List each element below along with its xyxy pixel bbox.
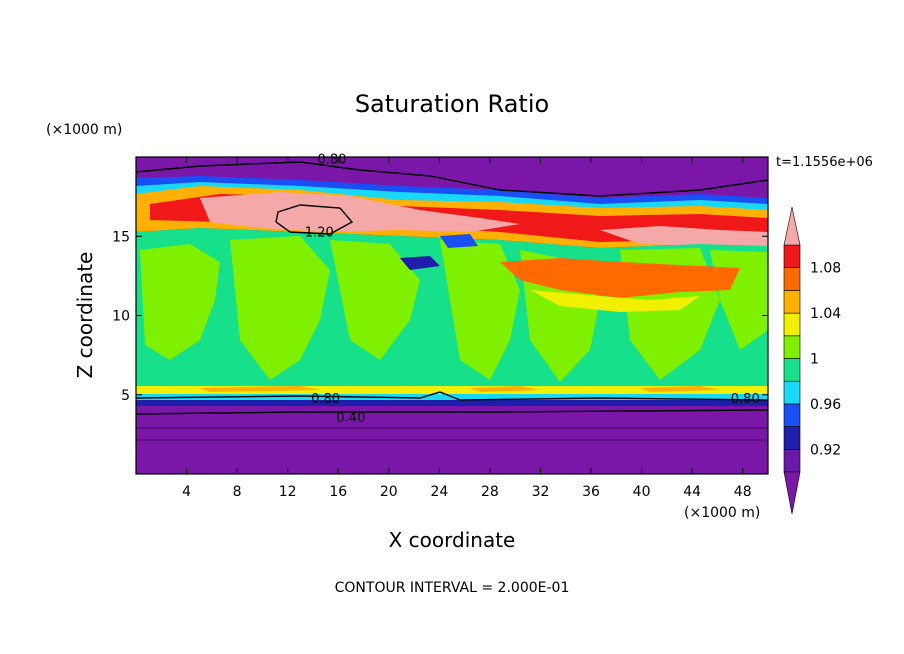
contour-interval-footer: CONTOUR INTERVAL = 2.000E-01	[335, 580, 570, 596]
contour-label: 0.40	[336, 411, 365, 426]
colorbar-segment	[783, 267, 801, 291]
colorbar-label: 1.04	[810, 306, 841, 322]
contour-line-lower-080	[136, 391, 768, 401]
colorbar-label: 1	[810, 352, 819, 368]
saturation-field	[136, 157, 768, 474]
y-axis: 5 10 15	[112, 229, 768, 404]
x-tick-label: 36	[582, 484, 600, 500]
colorbar-segment	[783, 426, 801, 450]
x-tick-label: 44	[683, 484, 701, 500]
y-tick-label: 15	[112, 229, 130, 245]
contour-label: 0.80	[311, 392, 340, 407]
y-tick-label: 5	[121, 388, 130, 404]
contour-label: 1.20	[305, 225, 334, 240]
contour-labels: 0.80 1.20 0.80 0.40 0.80	[305, 153, 760, 426]
x-tick-label: 20	[380, 484, 398, 500]
base-orange-band	[200, 386, 720, 392]
colorbar-segment	[783, 403, 801, 427]
y-axis-title: Z coordinate	[73, 252, 97, 379]
chart-title: Saturation Ratio	[355, 90, 549, 118]
colorbar-over-arrow	[783, 206, 801, 246]
x-tick-label: 12	[279, 484, 297, 500]
colorbar-label: 0.92	[810, 442, 841, 458]
x-axis-title: X coordinate	[389, 528, 516, 552]
colorbar-segment	[783, 448, 801, 473]
colorbar: 0.92 0.96 1 1.04 1.08	[783, 206, 841, 515]
x-tick-label: 32	[532, 484, 550, 500]
x-tick-label: 16	[329, 484, 347, 500]
x-axis: 4 8 12 16 20 24 28 32 36 40 44 48	[182, 157, 752, 500]
blue-patch-2	[440, 234, 478, 248]
colorbar-segment	[783, 380, 801, 405]
contour-line-040	[136, 409, 768, 415]
x-tick-label: 48	[734, 484, 752, 500]
upper-blue-band	[136, 176, 768, 210]
mid-orange-patch	[500, 258, 740, 298]
y-tick-label: 10	[112, 309, 130, 325]
colorbar-segment	[783, 290, 801, 314]
contour-line-120	[275, 204, 354, 235]
colorbar-label: 0.96	[810, 397, 841, 413]
x-unit-label: (×1000 m)	[684, 505, 760, 521]
colorbar-under-arrow	[783, 471, 801, 515]
supersaturated-core	[200, 192, 520, 232]
blue-patch-1	[400, 256, 440, 270]
contour-label: 0.80	[317, 153, 346, 168]
x-tick-label: 4	[182, 484, 191, 500]
supersaturated-east	[600, 226, 768, 246]
colorbar-segment	[783, 244, 801, 269]
colorbar-segment	[783, 312, 801, 337]
x-tick-label: 24	[430, 484, 448, 500]
top-dry-layer	[136, 157, 768, 200]
y-unit-label: (×1000 m)	[46, 122, 122, 138]
x-tick-label: 28	[481, 484, 499, 500]
colorbar-segment	[783, 335, 801, 359]
lime-plume-3	[330, 240, 420, 360]
colorbar-segment	[783, 358, 801, 382]
contour-line-upper-080	[136, 161, 768, 197]
time-label: t=1.1556e+06	[776, 155, 873, 170]
x-tick-label: 8	[233, 484, 242, 500]
lime-plume-2	[230, 236, 330, 380]
contour-label: 0.80	[731, 392, 760, 407]
lime-plume-4	[440, 240, 520, 380]
x-tick-label: 40	[633, 484, 651, 500]
colorbar-label: 1.08	[810, 261, 841, 277]
mid-yellow-patch	[530, 290, 700, 312]
base-blue-band	[136, 400, 768, 406]
lime-plume-1	[140, 244, 220, 360]
